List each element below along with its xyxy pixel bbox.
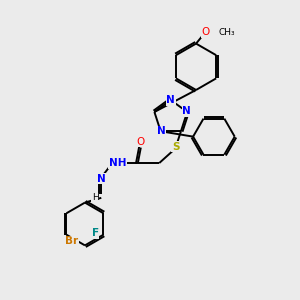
Text: O: O	[202, 27, 210, 37]
Text: O: O	[137, 137, 145, 147]
Text: N: N	[157, 126, 166, 136]
Text: N: N	[97, 173, 106, 184]
Text: N: N	[182, 106, 191, 116]
Text: N: N	[167, 95, 175, 105]
Text: NH: NH	[109, 158, 126, 168]
Text: H: H	[92, 193, 98, 202]
Text: Br: Br	[65, 236, 78, 246]
Text: CH₃: CH₃	[218, 28, 235, 37]
Text: F: F	[92, 228, 99, 238]
Text: S: S	[172, 142, 179, 152]
